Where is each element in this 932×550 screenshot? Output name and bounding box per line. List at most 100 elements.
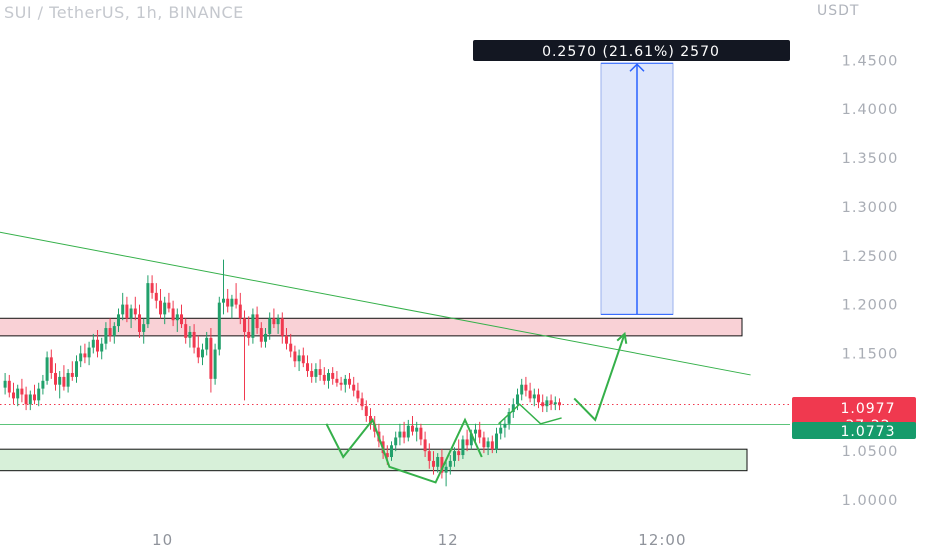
candle-body [217, 302, 221, 350]
candle-body [234, 298, 238, 305]
candle-body [87, 347, 91, 358]
candle-body [394, 437, 398, 446]
candle [104, 322, 108, 350]
candle-body [142, 324, 146, 332]
candle-body [133, 308, 137, 315]
candle [322, 367, 326, 385]
candle-body [272, 318, 276, 325]
candle [406, 419, 410, 442]
time-tick-label: 12:00 [638, 531, 686, 549]
price-tick-label: 1.2000 [842, 298, 899, 314]
candle [360, 392, 364, 411]
candle-body [188, 331, 192, 338]
candle [83, 343, 87, 364]
candle-body [411, 425, 414, 432]
candle-body [511, 404, 515, 413]
candle [125, 296, 129, 323]
candle-body [448, 460, 452, 467]
candle [297, 349, 301, 372]
candle [558, 398, 561, 411]
candle-body [553, 402, 557, 405]
forecast-arrowhead [616, 331, 628, 344]
candle-body [364, 406, 368, 416]
candle [20, 378, 24, 403]
candle [444, 460, 448, 487]
price-tick-label: 1.4000 [842, 102, 899, 118]
candle [478, 421, 482, 444]
chart-title: SUI / TetherUS, 1h, BINANCE [4, 3, 244, 22]
candle-body [369, 415, 372, 424]
candle [495, 427, 498, 454]
candle-body [7, 380, 11, 393]
candle [222, 259, 225, 315]
candle-body [138, 314, 141, 332]
candle-body [83, 353, 87, 358]
candle-body [490, 441, 494, 450]
candle-body [469, 433, 473, 446]
price-axis[interactable]: 1.4500 1.4000 1.3500 1.3000 1.2500 1.2000 1.15… [842, 53, 899, 509]
candle [234, 283, 238, 309]
candle-body [327, 372, 330, 381]
price-tick-label: 1.0000 [842, 493, 899, 509]
candle [335, 371, 339, 387]
candle-body [41, 380, 45, 389]
candle [146, 275, 150, 329]
candle-body [495, 433, 498, 450]
candle [205, 331, 209, 356]
candle-body [558, 402, 561, 406]
candle-body [352, 384, 356, 391]
candle-body [322, 374, 326, 381]
candle-body [108, 328, 112, 336]
candle [369, 408, 372, 430]
candle-body [163, 302, 167, 315]
forecast-path [573, 333, 626, 422]
candle-body [121, 304, 125, 315]
candle-body [528, 390, 532, 399]
candle-body [486, 441, 490, 448]
candle-body [96, 339, 99, 352]
candle [213, 343, 217, 385]
candle-body [247, 331, 251, 338]
time-axis[interactable]: 10 12 12:00 [152, 531, 686, 549]
candle-body [541, 402, 545, 407]
candle [12, 382, 15, 405]
candle [154, 283, 158, 309]
candle-body [280, 318, 284, 336]
candle [188, 326, 192, 348]
candle-body [243, 318, 246, 332]
pattern-zigzag [325, 417, 483, 484]
candle-body [331, 372, 335, 379]
candle [427, 443, 431, 469]
candle-body [213, 349, 217, 379]
candle [87, 341, 91, 366]
candle [121, 292, 125, 321]
candle-body [205, 337, 209, 350]
candle-body [499, 427, 503, 434]
candle [503, 417, 507, 438]
candle [75, 355, 78, 383]
candle-body [230, 298, 234, 307]
candle [461, 435, 465, 459]
candle-body [20, 388, 24, 395]
candle-body [112, 326, 116, 336]
candle [457, 439, 461, 461]
candle [402, 421, 406, 444]
candle [507, 408, 511, 430]
level-price-tag [792, 422, 916, 439]
zones-layer [0, 62, 790, 472]
candle-body [537, 394, 540, 403]
price-tick-label: 1.0500 [842, 444, 899, 460]
candle [138, 304, 141, 338]
candle-body [150, 283, 154, 293]
candle-body [444, 466, 448, 473]
candle [419, 423, 423, 446]
price-tick-label: 1.2500 [842, 249, 899, 265]
candle-body [62, 376, 66, 387]
candle [167, 292, 171, 313]
candle-body [175, 314, 179, 321]
candle [398, 423, 402, 446]
candle [432, 451, 435, 475]
support-zone [0, 448, 748, 472]
candle-body [440, 457, 444, 473]
